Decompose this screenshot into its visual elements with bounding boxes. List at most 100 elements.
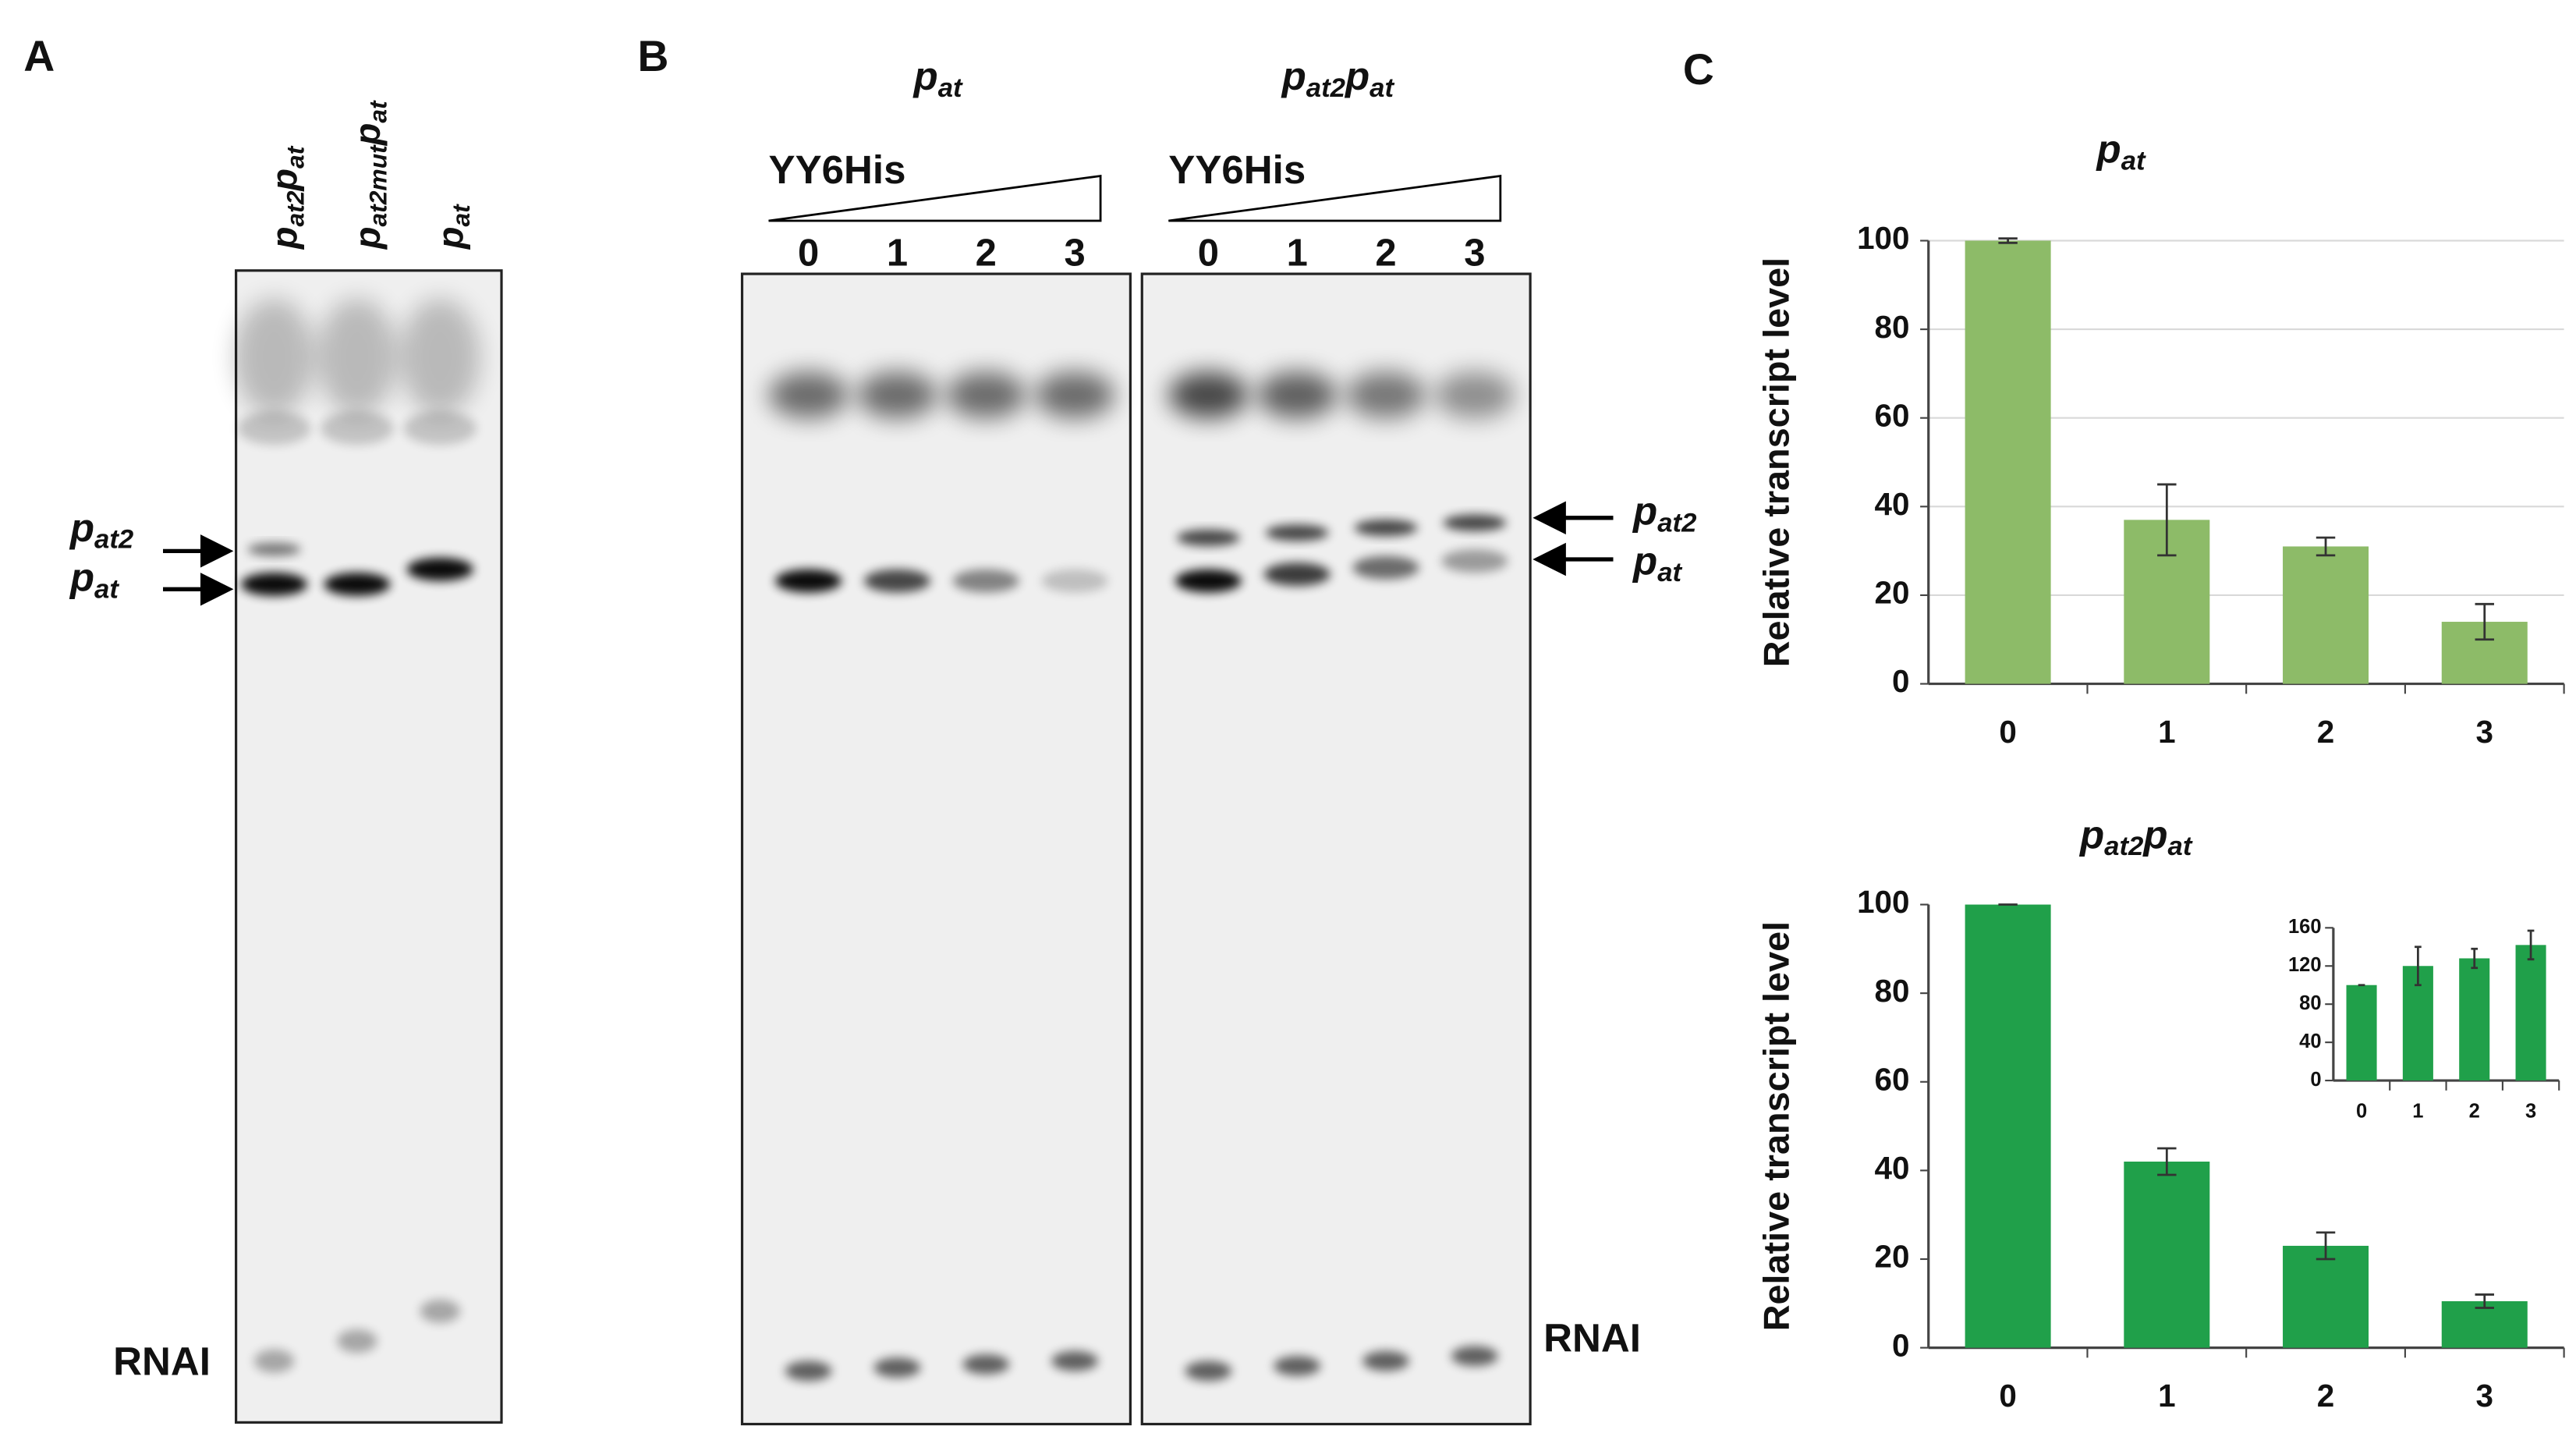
y-tick-label: 20 <box>1875 575 1910 611</box>
gel-band <box>1168 371 1249 419</box>
y-axis-label: Relative transcript level <box>1756 921 1797 1331</box>
gel <box>1140 272 1532 1426</box>
x-tick-label: 0 <box>1999 1378 2016 1414</box>
lane-label: pat <box>431 204 476 250</box>
lane-label-part: p <box>347 227 388 251</box>
y-tick-label: 100 <box>1857 884 1909 920</box>
lane-label: pat2pat <box>264 145 310 250</box>
x-tick-label: 3 <box>2525 1101 2536 1123</box>
gel-band <box>1176 529 1240 546</box>
protein-label: YY6His <box>1168 147 1306 192</box>
bar <box>1965 904 2051 1348</box>
gel-band <box>321 411 394 445</box>
gel-title-part: p <box>1344 55 1369 99</box>
lane-label-part: at <box>282 145 310 169</box>
band-label-part: at2 <box>94 525 133 555</box>
gel-band <box>863 569 931 593</box>
lane-label: 2 <box>1375 232 1396 275</box>
band-label-part: p <box>1632 539 1657 584</box>
x-tick-label: 1 <box>2158 714 2175 750</box>
gel-band <box>1274 1356 1320 1376</box>
band-label: pat <box>69 555 119 604</box>
y-tick-label: 120 <box>2288 954 2322 976</box>
lane-label: 0 <box>1198 232 1219 275</box>
error-bar <box>2475 602 2494 641</box>
gel-band <box>1051 1350 1098 1371</box>
error-bar <box>2415 946 2422 987</box>
gel-title-part: at <box>938 73 963 103</box>
gel-band <box>1185 1361 1232 1382</box>
bar <box>2124 1162 2210 1348</box>
gel-band <box>324 573 391 596</box>
x-tick-label: 2 <box>2317 1378 2334 1414</box>
band-label-part: at2 <box>1657 508 1696 538</box>
gel-band <box>857 371 937 419</box>
gel-title-part: at2 <box>1306 73 1345 103</box>
band-label: pat2 <box>1632 489 1696 538</box>
error-bar <box>2316 1231 2336 1261</box>
gel-band <box>403 411 477 445</box>
y-tick-label: 160 <box>2288 916 2322 938</box>
error-bar <box>1998 237 2018 244</box>
lane-label: 1 <box>1287 232 1308 275</box>
gel-band <box>337 1329 377 1353</box>
lane-label: 2 <box>976 232 997 275</box>
gel-band <box>768 371 849 419</box>
gel-title: pat <box>912 55 963 103</box>
x-tick-label: 0 <box>1999 714 2016 750</box>
y-tick-label: 0 <box>1892 663 1909 699</box>
y-tick-label: 20 <box>1875 1239 1910 1275</box>
y-tick-label: 60 <box>1875 1061 1910 1097</box>
chart-title-part: p <box>2142 813 2167 857</box>
panel-label: C <box>1683 45 1714 94</box>
band-label-part: p <box>69 506 94 550</box>
error-bar <box>2475 1293 2494 1309</box>
gradient-wedge <box>768 174 1102 222</box>
x-tick-label: 2 <box>2317 714 2334 750</box>
lane-label: 0 <box>798 232 819 275</box>
error-bar <box>2316 536 2336 557</box>
lane-label-part: p <box>264 227 305 251</box>
bar <box>2283 546 2369 684</box>
chart-title-part: p <box>2096 127 2121 172</box>
bar <box>2346 985 2377 1081</box>
lane-label: 3 <box>1064 232 1085 275</box>
gel <box>235 269 503 1424</box>
lane-label: pat2mutpat <box>347 100 392 250</box>
y-tick-label: 40 <box>1875 486 1910 522</box>
gel-band <box>785 1361 832 1382</box>
chart-title: pat <box>2096 127 2146 176</box>
lane-label-part: at2mut <box>364 144 392 227</box>
band-label-part: p <box>1632 489 1657 534</box>
y-tick-label: 40 <box>2299 1031 2321 1052</box>
y-tick-label: 80 <box>1875 973 1910 1009</box>
gel-band <box>1354 519 1418 537</box>
chart-title-part: p <box>2078 813 2104 857</box>
gel-band <box>254 1349 295 1373</box>
gel-band <box>775 569 842 593</box>
gel-band <box>1041 569 1108 593</box>
marker-label: RNAI <box>113 1339 211 1383</box>
band-label: pat <box>1632 539 1682 587</box>
y-tick-label: 0 <box>2310 1069 2321 1091</box>
x-tick-label: 2 <box>2469 1101 2480 1123</box>
marker-label: RNAI <box>1543 1316 1641 1361</box>
gel-band <box>1352 555 1419 580</box>
lane-label: 1 <box>887 232 908 275</box>
x-tick-label: 1 <box>2158 1378 2175 1414</box>
x-tick-label: 0 <box>2356 1101 2367 1123</box>
x-tick-label: 1 <box>2412 1101 2423 1123</box>
y-tick-label: 0 <box>1892 1327 1909 1363</box>
bar <box>2515 945 2546 1081</box>
error-bar <box>2471 947 2479 970</box>
x-tick-label: 3 <box>2476 1378 2493 1414</box>
chart-title-part: at <box>2168 832 2193 861</box>
gel-band <box>247 542 301 556</box>
error-bar <box>2157 1147 2177 1176</box>
chart-title-part: at2 <box>2104 832 2143 861</box>
gel-band <box>406 557 473 581</box>
chart-title: pat2pat <box>2078 813 2193 861</box>
bar <box>2283 1245 2369 1348</box>
gel-band <box>962 1354 1010 1375</box>
